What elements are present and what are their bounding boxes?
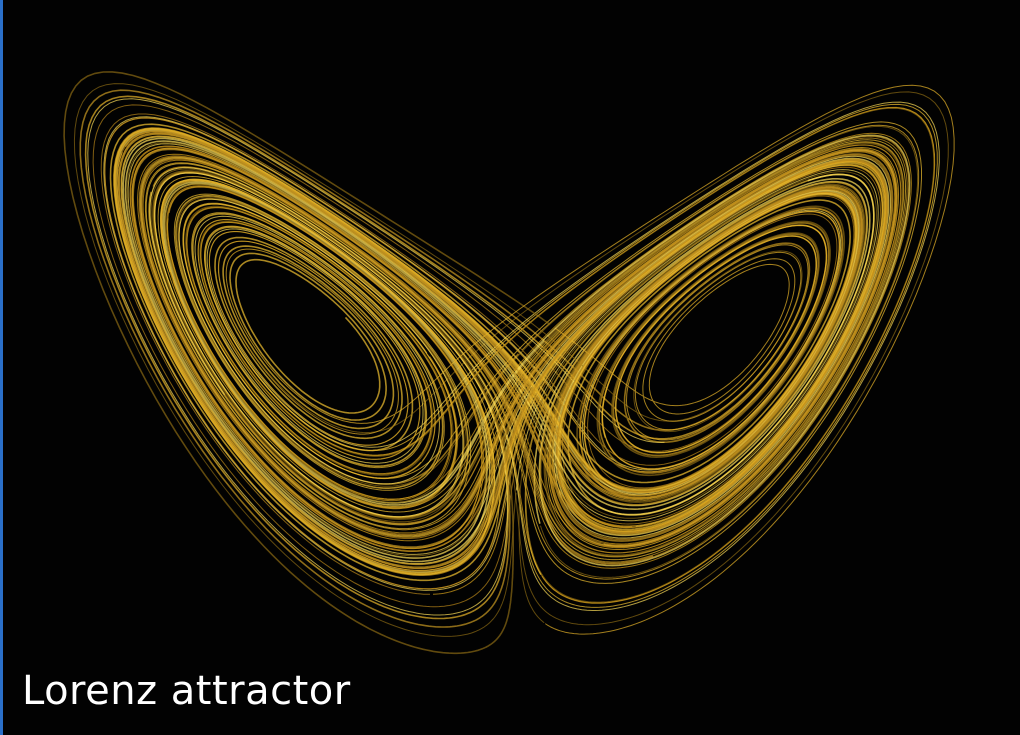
attractor-trace — [87, 98, 940, 616]
attractor-trace — [148, 191, 469, 526]
attractor-trace — [114, 106, 936, 604]
attractor-trace — [126, 107, 935, 624]
attractor-trace — [117, 132, 910, 569]
attractor-trace — [120, 130, 894, 566]
attractor-trace — [120, 134, 911, 567]
attractor-trace — [116, 84, 955, 635]
attractor-trace — [63, 71, 904, 655]
left-border — [0, 0, 3, 735]
attractor-trace — [104, 117, 902, 590]
caption: Lorenz attractor — [22, 668, 351, 714]
attractor-trace — [137, 132, 912, 569]
attractor-trace — [118, 124, 920, 580]
attractor-trace — [554, 191, 858, 493]
attractor-trace — [145, 103, 938, 608]
